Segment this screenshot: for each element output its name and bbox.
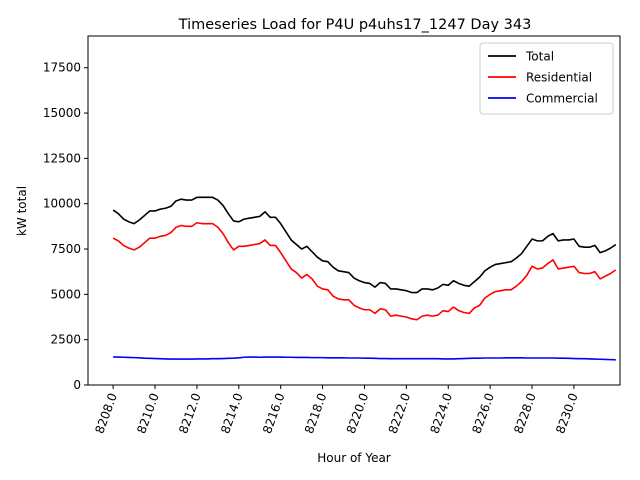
y-tick-label: 2500 [50,333,81,347]
y-tick-label: 7500 [50,242,81,256]
y-tick-label: 12500 [43,151,81,165]
y-axis-ticks: 0 2500 5000 7500 10000 12500 15000 17500 [43,61,88,392]
legend-label-commercial: Commercial [526,92,598,106]
y-tick-label: 10000 [43,197,81,211]
y-tick-label: 17500 [43,61,81,75]
legend-label-residential: Residential [526,71,592,85]
series-line-residential [112,221,617,321]
plot-area-frame [87,35,621,386]
x-axis-label: Hour of Year [317,451,391,465]
legend: Total Residential Commercial [479,42,614,115]
legend-frame [479,42,614,115]
series-line-commercial [113,356,616,361]
series-line-total [112,196,617,294]
chart-title: Timeseries Load for P4U p4uhs17_1247 Day… [178,17,532,33]
y-tick-label: 15000 [43,106,81,120]
y-axis-label: kW total [15,186,29,236]
series-lines [112,196,617,361]
legend-label-total: Total [525,50,554,64]
y-tick-label: 0 [73,378,81,392]
y-tick-label: 5000 [50,287,81,301]
